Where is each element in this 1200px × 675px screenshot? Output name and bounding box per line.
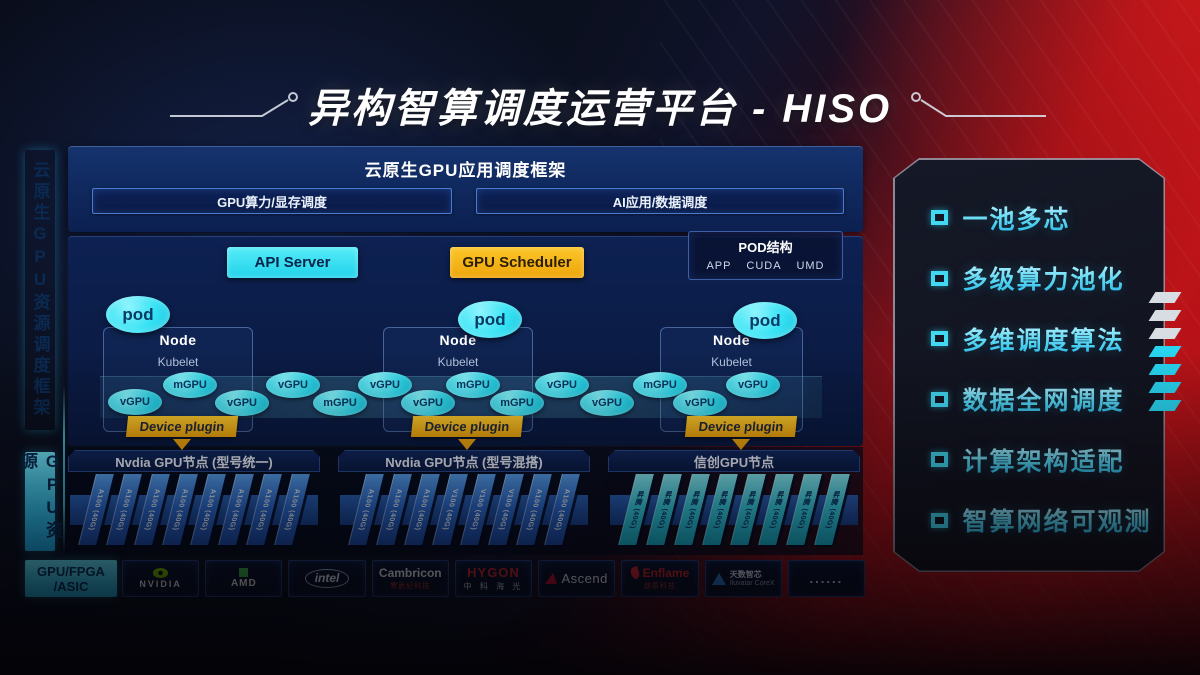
slide: 异构智算调度运营平台 - HISO 云原生GPU资源调度框架 GPU资源 云原生… <box>0 0 1200 675</box>
bottom-vignette <box>0 0 1200 675</box>
